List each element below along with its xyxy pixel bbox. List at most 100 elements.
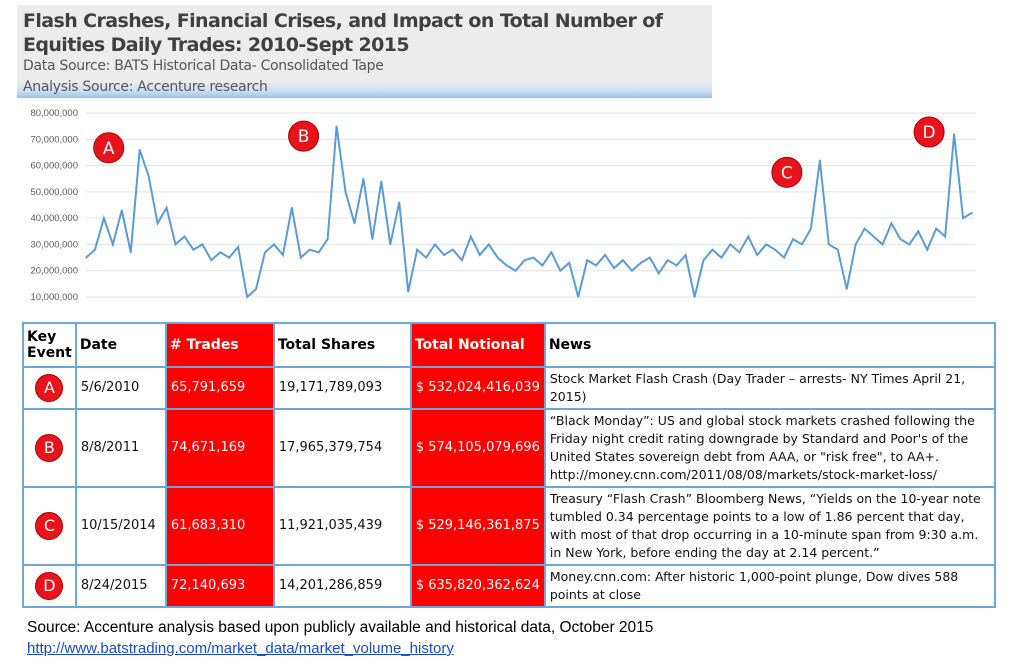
data-point	[425, 256, 427, 259]
col-notional: Total Notional	[409, 322, 546, 368]
data-point	[649, 256, 651, 259]
data-point	[783, 256, 785, 259]
table-row: A 5/6/2010 65,791,659 19,171,789,093 $53…	[22, 366, 997, 410]
data-point	[344, 191, 347, 193]
news-cell: Treasury “Flash Crash” Bloomberg News, “…	[543, 486, 997, 566]
y-tick-label: 70,000,000	[30, 134, 78, 145]
trades-cell: 65,791,659	[164, 366, 275, 410]
data-point	[282, 254, 284, 256]
data-point	[675, 264, 678, 267]
data-source: Data Source: BATS Historical Data- Conso…	[23, 58, 384, 74]
data-point	[273, 243, 275, 246]
events-table: Key Event Date # Trades Total Shares Tot…	[22, 322, 997, 608]
notional-value: 635,820,362,624	[428, 578, 540, 593]
data-point	[595, 264, 597, 267]
event-marker-a: A	[93, 132, 125, 164]
data-point	[756, 254, 759, 256]
data-point	[622, 259, 624, 261]
currency: $	[415, 440, 425, 455]
data-point	[944, 235, 946, 238]
col-key: Key Event	[22, 322, 77, 368]
data-point	[120, 209, 123, 212]
data-point	[487, 243, 490, 246]
shares-cell: 17,965,379,754	[272, 408, 412, 488]
y-tick-label: 50,000,000	[30, 187, 78, 198]
source-link[interactable]: http://www.batstrading.com/market_data/m…	[27, 640, 454, 657]
data-point	[774, 248, 776, 251]
data-point	[586, 259, 588, 261]
data-point	[917, 230, 920, 233]
data-point	[210, 259, 213, 261]
data-point	[738, 251, 741, 254]
data-point	[478, 254, 481, 256]
line-chart: 80,000,000 70,000,000 60,000,000 50,000,000…	[30, 108, 975, 303]
data-point	[828, 243, 830, 246]
data-point	[908, 243, 911, 246]
col-shares: Total Shares	[272, 322, 412, 368]
trades-cell: 61,683,310	[164, 486, 275, 566]
analysis-source: Analysis Source: Accenture research	[23, 79, 268, 95]
data-point	[532, 256, 535, 259]
data-point	[291, 206, 293, 209]
data-point	[819, 159, 821, 162]
news-cell: Stock Market Flash Crash (Day Trader – a…	[543, 366, 997, 410]
event-marker-b: B	[288, 120, 320, 152]
col-trades: # Trades	[164, 322, 275, 368]
event-marker-label: D	[923, 123, 936, 143]
chart-title: Flash Crashes, Financial Crises, and Imp…	[23, 10, 663, 56]
key-cell: D	[22, 564, 77, 608]
data-point	[434, 243, 436, 246]
data-point	[971, 212, 973, 214]
y-tick-label: 30,000,000	[30, 239, 78, 250]
data-point	[496, 256, 499, 259]
data-point	[890, 222, 893, 225]
date-cell: 10/15/2014	[74, 486, 167, 566]
data-point	[201, 243, 204, 246]
data-point	[962, 217, 964, 219]
notional-value: 532,024,416,039	[428, 380, 540, 395]
data-point	[237, 246, 239, 248]
data-point	[353, 222, 356, 225]
event-marker-d: D	[913, 116, 945, 148]
data-point	[568, 262, 571, 264]
data-point	[264, 251, 266, 254]
event-marker-label: C	[781, 163, 793, 183]
data-point	[729, 243, 732, 246]
trades-cell: 74,671,169	[164, 408, 275, 488]
currency: $	[415, 578, 425, 593]
notional-value: 574,105,079,696	[428, 440, 540, 455]
event-marker-label: A	[103, 139, 115, 159]
notional-cell: $529,146,361,875	[409, 486, 546, 566]
data-point	[845, 288, 848, 290]
data-point	[765, 243, 767, 246]
event-marker-c: C	[771, 156, 803, 188]
data-point	[416, 248, 418, 251]
data-point	[398, 201, 401, 204]
shares-cell: 19,171,789,093	[272, 366, 412, 410]
news-cell: Money.cnn.com: After historic 1,000-poin…	[543, 564, 997, 608]
data-point	[577, 296, 580, 298]
data-point	[559, 269, 562, 272]
data-point	[326, 238, 329, 240]
shares-cell: 14,201,286,859	[272, 564, 412, 608]
event-marker: A	[35, 374, 64, 402]
data-point	[604, 254, 606, 256]
data-point	[550, 251, 553, 254]
data-point	[711, 248, 714, 251]
data-point	[85, 256, 87, 259]
col-date: Date	[74, 322, 167, 368]
data-point	[935, 227, 938, 230]
trades-series-line	[85, 126, 973, 299]
data-point	[147, 175, 150, 177]
col-news: News	[543, 322, 997, 368]
key-cell: B	[22, 408, 77, 488]
data-point	[836, 248, 839, 251]
key-cell: C	[22, 486, 77, 566]
table-row: D 8/24/2015 72,140,693 14,201,286,859 $6…	[22, 564, 997, 608]
date-cell: 8/24/2015	[74, 564, 167, 608]
data-point	[443, 254, 445, 256]
data-point	[810, 227, 812, 230]
data-point	[380, 180, 383, 183]
source-note: Source: Accenture analysis based upon pu…	[27, 619, 654, 636]
shares-cell: 11,921,035,439	[272, 486, 412, 566]
